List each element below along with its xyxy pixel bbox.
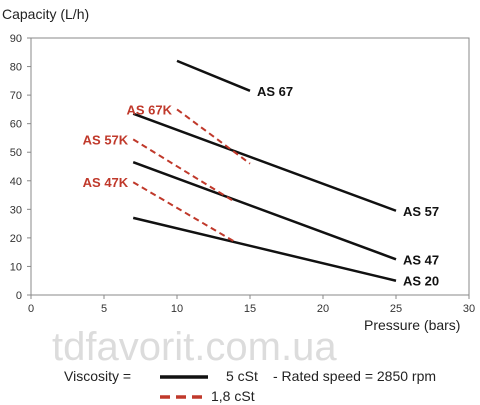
legend-solid-label: 5 cSt: [226, 368, 258, 384]
series-label-as-20: AS 20: [403, 274, 439, 289]
y-tick-label: 20: [10, 233, 22, 245]
y-tick-label: 80: [10, 62, 22, 74]
x-tick-label: 20: [317, 303, 329, 315]
series-label-as-57: AS 57: [403, 204, 439, 219]
legend-dashed-label: 1,8 cSt: [211, 388, 255, 404]
watermark: tdfavorit.com.ua: [52, 325, 337, 369]
series-line-as-47: [132, 161, 397, 261]
y-tick-label: 50: [10, 147, 22, 159]
axis-ticks: 0 10 20 30 40 50 60 70 80 90 0 5 10 15 20 25 30: [10, 33, 475, 315]
series-label-as-67: AS 67: [257, 84, 293, 99]
series-label-as-47k: AS 47K: [83, 175, 129, 190]
x-tick-label: 10: [171, 303, 183, 315]
series-labels: AS 67 AS 57 AS 47 AS 20 AS 67K AS 57K AS 47K: [83, 84, 439, 289]
y-tick-label: 10: [10, 261, 22, 273]
y-tick-label: 0: [16, 290, 22, 302]
y-tick-label: 70: [10, 90, 22, 102]
y-tick-label: 40: [10, 176, 22, 188]
y-axis-title: Capacity (L/h): [2, 6, 89, 22]
series-line-as-67: [176, 59, 251, 92]
legend: Viscosity = 5 cSt - Rated speed = 2850 r…: [64, 368, 436, 404]
series-line-as-67k: [176, 108, 251, 165]
series-line-as-57: [132, 112, 397, 212]
legend-note: - Rated speed = 2850 rpm: [273, 368, 436, 384]
legend-prefix: Viscosity =: [64, 368, 131, 384]
series-label-as-47: AS 47: [403, 252, 439, 267]
series-lines: [132, 59, 397, 282]
x-tick-label: 25: [390, 303, 402, 315]
series-line-as-20: [132, 216, 397, 282]
y-tick-label: 30: [10, 204, 22, 216]
x-tick-label: 15: [244, 303, 256, 315]
x-tick-label: 5: [101, 303, 107, 315]
series-line-as-47k: [132, 181, 236, 244]
x-tick-label: 0: [28, 303, 34, 315]
series-label-as-57k: AS 57K: [83, 132, 129, 147]
y-tick-label: 90: [10, 33, 22, 45]
series-line-as-57k: [132, 138, 236, 204]
x-axis-title: Pressure (bars): [364, 317, 460, 333]
y-tick-label: 60: [10, 119, 22, 131]
series-label-as-67k: AS 67K: [126, 102, 172, 117]
x-tick-label: 30: [463, 303, 475, 315]
